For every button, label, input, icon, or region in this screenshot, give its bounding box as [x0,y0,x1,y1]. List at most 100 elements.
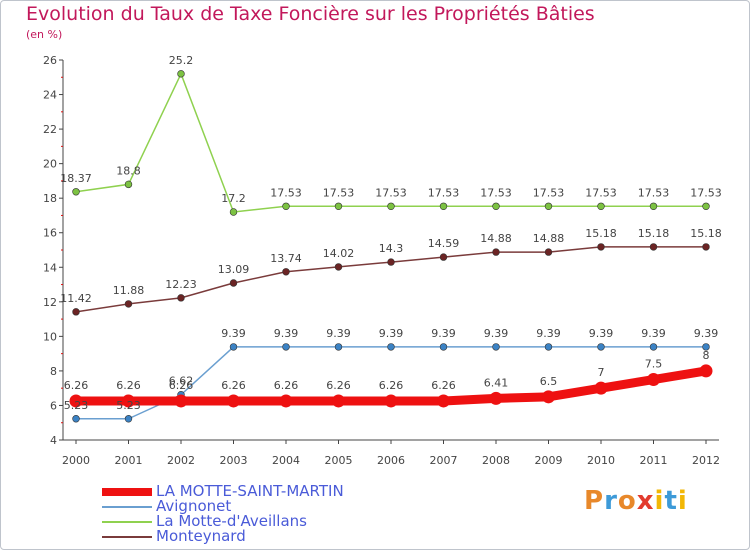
data-label: 14.88 [480,232,512,245]
chart-series [69,70,713,423]
data-point [177,70,185,78]
data-point [492,248,500,256]
brand-letter: r [604,486,618,516]
data-point [332,394,345,408]
data-point [72,188,80,196]
data-label: 9.39 [221,327,246,340]
legend-label: La Motte-d'Aveillans [156,512,307,530]
x-tick-label: 2005 [325,454,353,467]
x-tick-label: 2009 [535,454,563,467]
data-point [282,202,290,211]
data-point [542,390,555,404]
data-label: 6.26 [221,379,246,392]
data-point [124,415,133,423]
data-point [597,343,605,351]
legend-item: LA MOTTE-SAINT-MARTIN [102,484,344,499]
data-label: 18.8 [116,164,141,177]
data-label: 18.37 [60,172,92,185]
x-tick-label: 2012 [692,454,720,467]
data-point [702,243,710,251]
data-label: 6.26 [274,379,299,392]
chart-legend: LA MOTTE-SAINT-MARTIN Avignonet La Motte-d… [102,484,344,544]
data-point [702,343,710,351]
data-point [387,258,395,266]
data-point [544,343,553,351]
data-point [544,202,553,211]
data-label: 6.5 [540,375,558,388]
data-label: 9.39 [431,327,456,340]
data-label: 17.53 [375,186,407,199]
brand-logo: Proxiti [584,486,688,516]
legend-swatch [102,505,152,508]
data-point [702,202,710,211]
data-label: 14.59 [428,237,460,250]
data-label: 9.39 [379,327,404,340]
x-tick-label: 2001 [115,454,143,467]
data-point [384,394,398,408]
data-point [334,202,343,211]
data-point [492,343,500,351]
data-label: 17.53 [270,186,302,199]
chart-unit-label: (en %) [26,28,63,41]
legend-item: La Motte-d'Aveillans [102,514,344,529]
data-label: 13.74 [270,252,302,265]
legend-label: Monteynard [156,527,246,545]
legend-swatch [102,535,152,538]
y-tick-label: 14 [43,261,57,274]
data-label: 14.88 [533,232,565,245]
data-point [72,308,80,316]
x-tick-label: 2002 [167,454,195,467]
data-label: 9.39 [326,327,351,340]
data-point [72,415,80,423]
legend-swatch [102,487,152,496]
data-point [647,373,660,387]
data-label: 11.42 [60,292,92,305]
legend-item: Avignonet [102,499,344,514]
brand-letter: i [677,486,688,516]
brand-letter: i [654,486,665,516]
data-label: 17.2 [221,192,246,205]
data-point [439,343,448,351]
data-point [699,364,713,378]
data-label: 9.39 [484,327,509,340]
data-point [387,202,395,211]
y-tick-label: 6 [50,399,57,412]
y-tick-label: 24 [43,89,57,102]
data-point [649,343,658,351]
data-label: 9.39 [274,327,299,340]
y-tick-label: 4 [50,434,57,447]
data-point [594,381,608,395]
data-point [282,268,290,276]
chart-title: Evolution du Taux de Taxe Foncière sur l… [26,3,595,25]
data-label: 15.18 [690,227,722,240]
data-label: 6.26 [116,379,141,392]
data-point [439,202,448,211]
data-label: 6.62 [169,375,194,388]
data-point [439,253,448,261]
x-tick-label: 2010 [587,454,615,467]
x-tick-label: 2008 [482,454,510,467]
data-point [544,248,553,256]
x-tick-label: 2000 [62,454,90,467]
data-point [492,202,500,211]
brand-letter: P [584,486,605,516]
data-point [174,394,188,408]
data-label: 9.39 [589,327,614,340]
brand-letter: t [664,486,678,516]
legend-swatch [102,520,152,523]
data-point [69,394,83,408]
data-label: 5.23 [116,399,141,412]
chart-axes: 4 6 8 10 12 14 16 18 20 22 24 26 2000 2001 2002 2003 200… [43,54,720,467]
data-label: 13.09 [218,263,250,276]
data-label: 17.53 [638,186,670,199]
data-point [229,279,238,287]
y-tick-label: 18 [43,192,57,205]
data-point [597,202,605,211]
data-label: 15.18 [585,227,617,240]
data-point [649,202,658,211]
chart-data-labels: 18.37 18.8 25.2 17.2 17.53 17.53 17.53 17.53 17.… [60,54,722,412]
data-point [229,208,238,216]
data-point [649,243,658,251]
data-label: 15.18 [638,227,670,240]
legend-label: LA MOTTE-SAINT-MARTIN [156,482,344,500]
